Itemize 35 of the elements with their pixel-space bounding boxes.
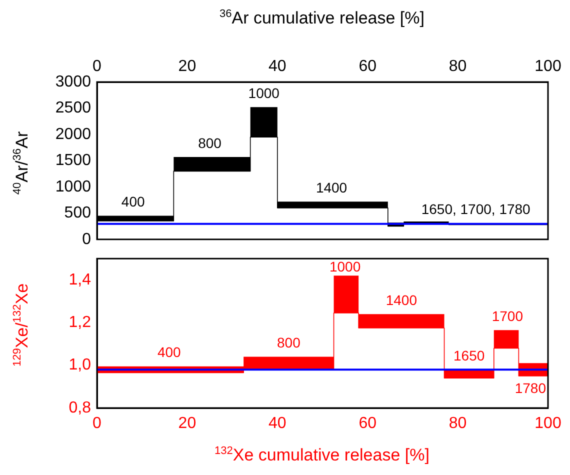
- x-tick-label: 100: [534, 58, 562, 75]
- x-tick-label: 60: [358, 58, 377, 75]
- x-tick-label: 20: [178, 58, 196, 75]
- y-tick-label: 500: [64, 204, 92, 222]
- y-tick-label: 1,4: [68, 271, 92, 288]
- annotation: 1000: [329, 258, 361, 274]
- y-tick-label: 0,8: [68, 399, 92, 416]
- annotation: 400: [157, 344, 182, 360]
- y-tick-label: 1,2: [68, 314, 92, 332]
- annotation: 800: [276, 334, 301, 351]
- annotation: 800: [198, 134, 222, 151]
- annotation: 1650: [453, 347, 485, 364]
- y-tick-label: 3000: [55, 73, 92, 90]
- annotation: 1000: [248, 85, 280, 102]
- x-tick-label: 20: [178, 415, 196, 432]
- x-tick-label: 100: [534, 415, 562, 432]
- y-tick-label: 1000: [55, 178, 92, 196]
- x-axis-title: $^{36}$Ar cumulative release [%]: [220, 8, 424, 29]
- x-tick-label: 80: [448, 58, 467, 75]
- annotation: 1400: [316, 179, 348, 196]
- annotation: 1700: [492, 308, 524, 324]
- annotation: 1400: [386, 292, 418, 308]
- y-tick-label: 0: [82, 230, 92, 248]
- y-tick-label: 1500: [55, 152, 92, 170]
- y-tick-label: 2000: [55, 126, 92, 143]
- y-tick-label: 1,0: [68, 356, 92, 374]
- annotation: 400: [121, 194, 145, 210]
- x-tick-label: 40: [268, 58, 286, 75]
- y-tick-label: 2500: [55, 100, 92, 117]
- x-axis-title: $^{132}$Xe cumulative release [%]: [214, 445, 430, 466]
- annotation: 1650, 1700, 1780: [421, 200, 531, 217]
- annotation: 1780: [514, 380, 546, 396]
- x-tick-label: 60: [358, 415, 377, 432]
- x-tick-label: 80: [448, 415, 467, 432]
- x-tick-label: 40: [268, 415, 286, 432]
